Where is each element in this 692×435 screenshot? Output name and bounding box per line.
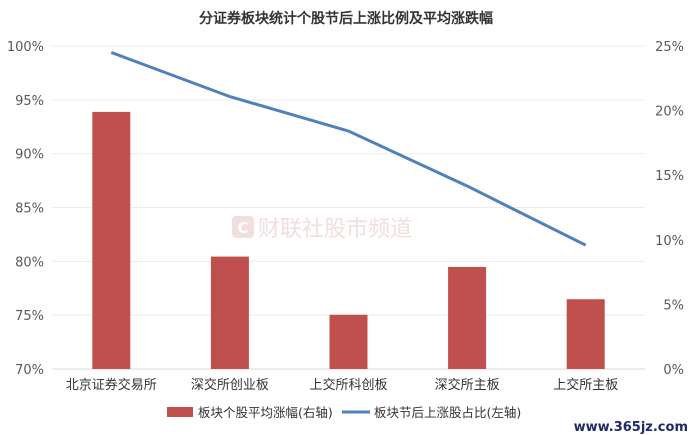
- right-tick-label: 20%: [655, 105, 684, 120]
- left-axis-labels: 100% 95% 90% 85% 80% 75% 70%: [7, 40, 44, 378]
- category-label: 深交所主板: [435, 377, 500, 393]
- watermark-text: 财联社股市频道: [258, 217, 412, 242]
- c-logo-letter: C: [237, 219, 248, 237]
- legend-bar-label: 板块个股平均涨幅(右轴): [198, 405, 333, 420]
- left-tick-label: 95%: [15, 94, 44, 109]
- c-logo-icon: [232, 216, 254, 238]
- left-tick-label: 80%: [15, 255, 44, 270]
- category-label: 北京证券交易所: [66, 377, 157, 393]
- left-tick-label: 85%: [15, 202, 44, 217]
- right-tick-label: 5%: [663, 298, 684, 313]
- right-tick-label: 25%: [655, 40, 684, 55]
- bar-series: [92, 111, 605, 369]
- category-label: 深交所创业板: [191, 377, 269, 393]
- left-tick-label: 90%: [15, 148, 44, 163]
- left-tick-label: 100%: [7, 40, 44, 55]
- bar: [92, 111, 131, 369]
- category-label: 上交所科创板: [309, 377, 387, 393]
- bar: [566, 299, 605, 369]
- right-tick-label: 15%: [655, 169, 684, 184]
- left-tick-label: 75%: [15, 309, 44, 324]
- right-axis-labels: 25% 20% 15% 10% 5% 0%: [655, 40, 684, 378]
- category-labels: 北京证券交易所 深交所创业板 上交所科创板 深交所主板 上交所主板: [66, 377, 618, 393]
- legend-bar-swatch: [167, 407, 193, 417]
- left-tick-label: 70%: [15, 363, 44, 378]
- right-tick-label: 0%: [663, 363, 684, 378]
- bar: [210, 256, 249, 369]
- right-tick-label: 10%: [655, 234, 684, 249]
- watermark: C 财联社股市频道: [232, 216, 412, 242]
- line-series: [110, 51, 587, 247]
- chart-title: 分证券板块统计个股节后上涨比例及平均涨跌幅: [199, 10, 493, 27]
- bar: [448, 266, 487, 369]
- legend: 板块个股平均涨幅(右轴) 板块节后上涨股占比(左轴): [167, 405, 521, 420]
- legend-line-label: 板块节后上涨股占比(左轴): [374, 405, 521, 420]
- bar: [329, 314, 368, 369]
- site-url: www.365jz.com: [574, 420, 688, 435]
- category-label: 上交所主板: [553, 377, 618, 393]
